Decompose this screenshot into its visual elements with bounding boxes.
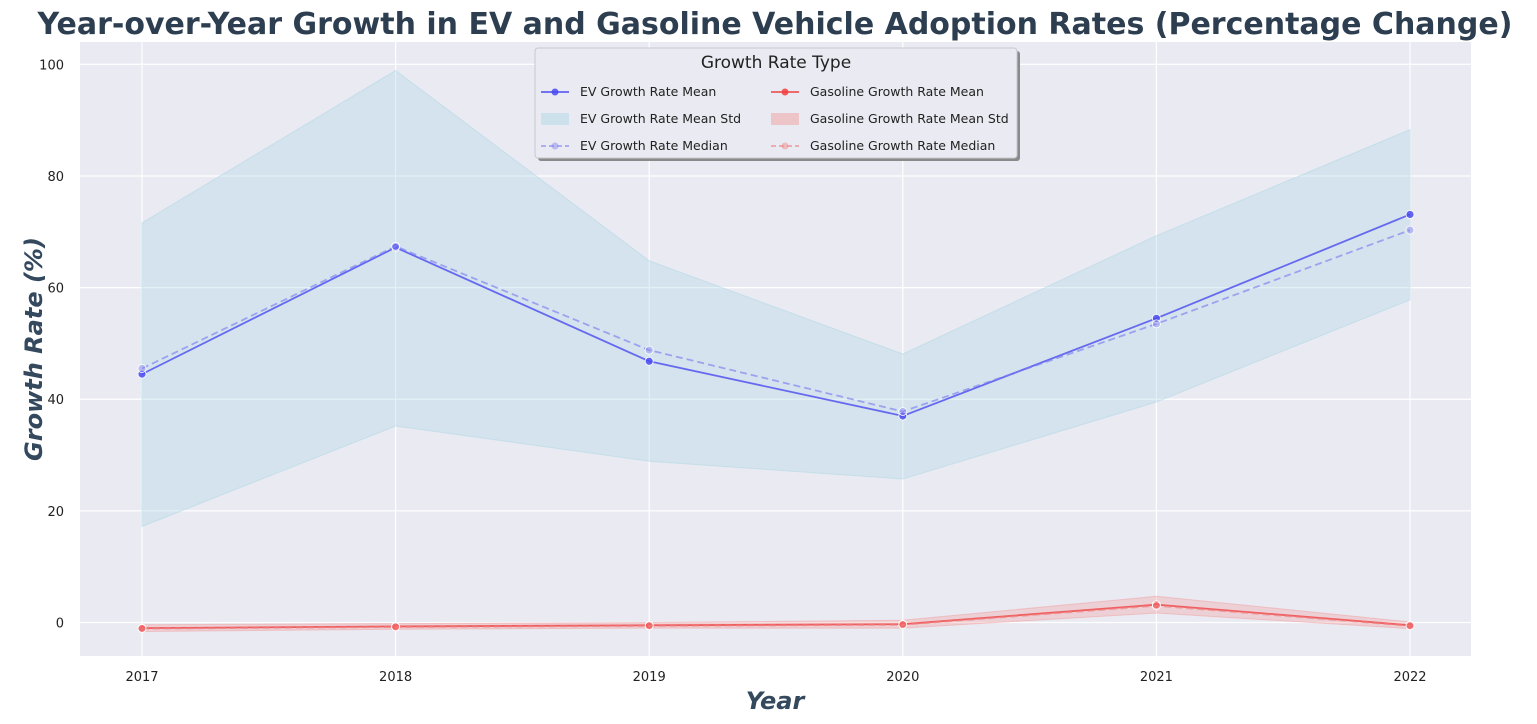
x-tick-label: 2019 bbox=[633, 670, 666, 685]
point-ev-growth-rate-median bbox=[1405, 225, 1415, 235]
y-tick-label: 0 bbox=[56, 617, 64, 632]
line-gasoline-growth-rate-median bbox=[141, 604, 1411, 630]
legend-marker-ev-growth-rate-mean bbox=[551, 88, 559, 96]
point-ev-growth-rate-median bbox=[137, 364, 147, 373]
legend-title: Growth Rate Type bbox=[701, 53, 851, 73]
legend-entries: EV Growth Rate Mean EV Growth Rate Mean S… bbox=[541, 84, 1009, 153]
legend-swatch-gasoline-growth-rate-mean-std bbox=[771, 113, 799, 125]
chart-title: Year-over-Year Growth in EV and Gasoline… bbox=[37, 7, 1513, 42]
legend-swatch-ev-growth-rate-mean-std bbox=[541, 113, 569, 125]
y-tick-label: 40 bbox=[47, 393, 64, 408]
legend-label-ev-growth-rate-median: EV Growth Rate Median bbox=[580, 138, 728, 153]
legend-marker-gasoline-growth-rate-mean bbox=[781, 88, 789, 96]
point-gasoline-growth-rate-median bbox=[1405, 621, 1415, 631]
point-ev-growth-rate-mean bbox=[1405, 210, 1415, 219]
x-tick-label: 2018 bbox=[379, 670, 412, 685]
legend-label-gasoline-growth-rate-mean: Gasoline Growth Rate Mean bbox=[810, 84, 984, 99]
point-ev-growth-rate-median bbox=[898, 407, 908, 416]
point-gasoline-growth-rate-median bbox=[391, 622, 401, 632]
legend-label-ev-growth-rate-mean: EV Growth Rate Mean bbox=[580, 84, 716, 99]
line-ev-growth-rate-mean bbox=[141, 213, 1411, 417]
legend-box bbox=[534, 47, 1018, 159]
point-ev-growth-rate-median bbox=[644, 345, 654, 355]
x-tick-label: 2020 bbox=[886, 670, 919, 685]
legend-marker-gasoline-growth-rate-median bbox=[781, 142, 789, 150]
tick-labels: 0 20 40 60 80 100 2017 2018 2019 2020 2021 2022 bbox=[39, 58, 1426, 685]
x-tick-label: 2021 bbox=[1140, 670, 1173, 685]
y-tick-label: 100 bbox=[39, 58, 64, 73]
y-axis-label: Growth Rate (%) bbox=[20, 237, 48, 461]
point-ev-growth-rate-median bbox=[1152, 319, 1161, 329]
y-tick-label: 80 bbox=[47, 170, 64, 185]
y-tick-label: 60 bbox=[47, 282, 64, 297]
legend-label-gasoline-growth-rate-median: Gasoline Growth Rate Median bbox=[810, 138, 995, 153]
point-ev-growth-rate-median bbox=[391, 241, 401, 251]
y-tick-label: 20 bbox=[47, 505, 64, 520]
point-ev-growth-rate-mean bbox=[644, 356, 654, 366]
legend-marker-ev-growth-rate-median bbox=[551, 142, 559, 150]
x-tick-label: 2017 bbox=[125, 670, 158, 685]
legend-label-ev-growth-rate-mean-std: EV Growth Rate Mean Std bbox=[580, 111, 741, 126]
x-axis-label: Year bbox=[746, 687, 807, 715]
line-ev-growth-rate-median bbox=[141, 229, 1411, 413]
point-gasoline-growth-rate-median bbox=[898, 620, 908, 630]
series-lines bbox=[137, 210, 1415, 634]
legend-label-gasoline-growth-rate-mean-std: Gasoline Growth Rate Mean Std bbox=[810, 111, 1009, 126]
x-tick-label: 2022 bbox=[1393, 670, 1426, 685]
point-gasoline-growth-rate-median bbox=[1152, 601, 1161, 611]
band-ev-growth-rate-mean-std bbox=[141, 69, 1411, 528]
point-gasoline-growth-rate-median bbox=[137, 624, 147, 634]
point-gasoline-growth-rate-median bbox=[644, 621, 654, 631]
